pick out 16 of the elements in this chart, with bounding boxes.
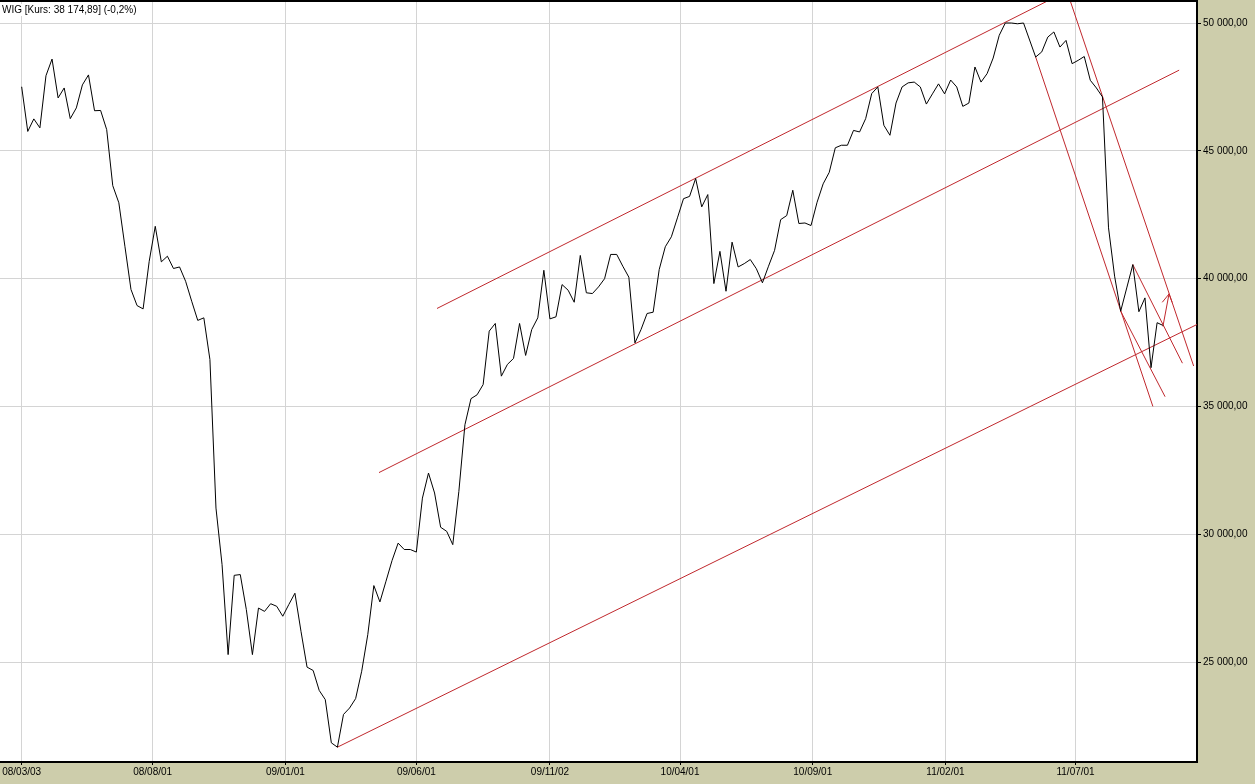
x-tick-label: 09/01/01 [265, 765, 306, 777]
x-tick-label: 11/07/01 [1056, 765, 1096, 777]
x-tick-label: 10/09/01 [793, 765, 833, 777]
chart-title: WIG [Kurs: 38 174,89] (-0,2%) [1, 4, 138, 16]
y-tick-label: 45 000,00 [1203, 144, 1248, 156]
y-tick-label: 30 000,00 [1203, 528, 1248, 540]
y-tick-label: 50 000,00 [1203, 16, 1248, 28]
y-tick-label: 25 000,00 [1203, 656, 1248, 668]
y-tick-label: 35 000,00 [1203, 400, 1248, 412]
x-tick-label: 11/02/01 [926, 765, 965, 777]
y-tick-label: 40 000,00 [1203, 272, 1248, 284]
x-tick-label: 10/04/01 [660, 765, 700, 777]
x-tick-label: 09/11/02 [530, 765, 570, 777]
x-tick-label: 09/06/01 [396, 765, 437, 777]
x-tick-label: 08/03/03 [2, 765, 42, 777]
x-tick-label: 08/08/01 [133, 765, 173, 777]
